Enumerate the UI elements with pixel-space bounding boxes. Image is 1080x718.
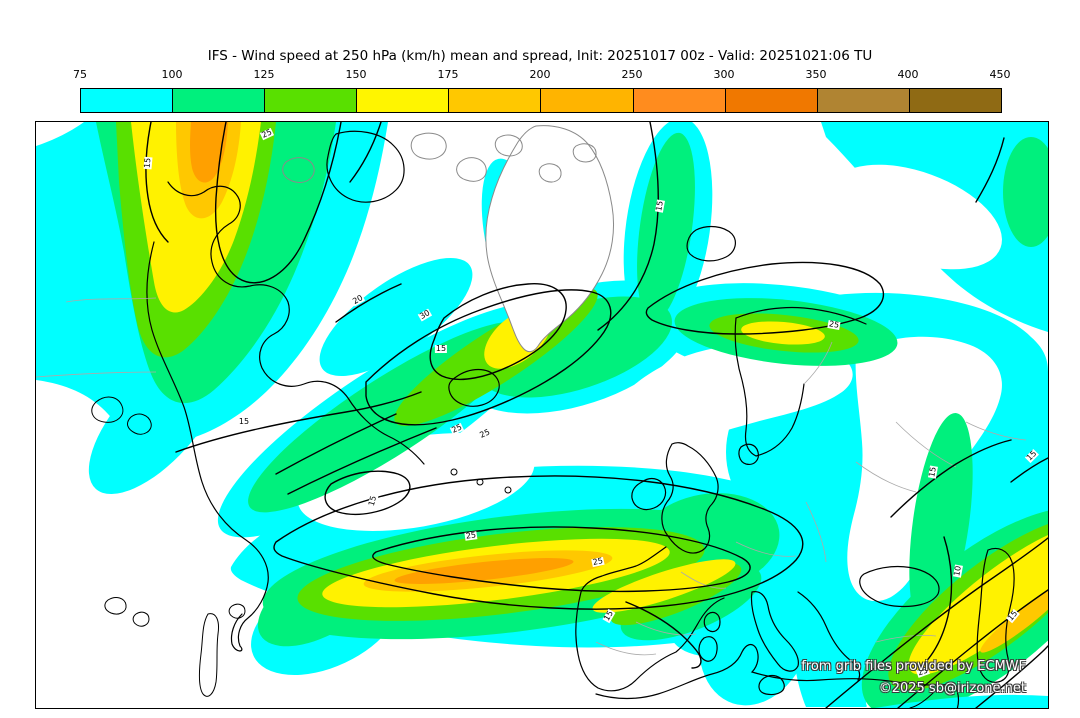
attribution-line2: ©2025 sb@irizone.net	[878, 681, 1026, 696]
colorbar-segment	[909, 89, 1001, 112]
colorbar-tick: 350	[805, 68, 827, 81]
colorbar-tick: 150	[345, 68, 367, 81]
colorbar-tick: 175	[437, 68, 459, 81]
contour-value-label: 10	[952, 564, 963, 578]
contour-value-label: 25	[477, 427, 493, 441]
contour-label-layer: 15 25 20 30 15 25 25 15 15 15 25 25 25 15 15 15 10 15 25	[36, 122, 1048, 708]
colorbar-segment	[725, 89, 818, 112]
colorbar-segment	[81, 89, 174, 112]
colorbar-tick: 250	[621, 68, 643, 81]
contour-value-label: 15	[1024, 448, 1040, 464]
contour-value-label: 15	[602, 608, 616, 624]
arctic-islands	[282, 132, 597, 183]
spread-contours	[145, 122, 1048, 708]
contour-value-label: 25	[591, 556, 605, 568]
map-canvas	[36, 122, 1048, 708]
wind-speed-map: 15 25 20 30 15 25 25 15 15 15 25 25 25 15 15 15 10 15 25 f…	[35, 121, 1049, 709]
contour-value-label: 25	[449, 422, 465, 436]
colorbar-tick: 300	[713, 68, 735, 81]
contour-value-label: 15	[434, 344, 448, 353]
colorbar	[80, 88, 1002, 113]
country-borders	[36, 297, 1027, 656]
contour-value-label: 15	[654, 199, 665, 213]
colorbar-tick: 75	[73, 68, 87, 81]
contour-value-label: 20	[350, 293, 366, 307]
colorbar-segment	[265, 89, 358, 112]
coastlines	[91, 130, 1015, 708]
colorbar-segment	[633, 89, 726, 112]
contour-value-label: 15	[366, 494, 379, 508]
colorbar-tick: 400	[897, 68, 919, 81]
colorbar-segment	[817, 89, 910, 112]
contour-value-label: 30	[417, 308, 433, 322]
colorbar-segment	[357, 89, 450, 112]
contour-value-label: 25	[827, 319, 841, 330]
colorbar-ticks: 75 100 125 150 175 200 250 300 350 400 450	[0, 68, 1080, 82]
colorbar-tick: 100	[161, 68, 183, 81]
colorbar-segment	[541, 89, 634, 112]
attribution: from grib files provided by ECMWF ©2025 …	[801, 656, 1026, 700]
contour-value-label: 15	[142, 156, 153, 170]
greenland-landmass	[485, 125, 615, 353]
colorbar-tick: 125	[253, 68, 275, 81]
contour-value-label: 15	[1005, 608, 1020, 624]
colorbar-segment	[173, 89, 266, 112]
contour-value-label: 25	[464, 530, 478, 541]
attribution-line1: from grib files provided by ECMWF	[801, 659, 1026, 674]
contour-value-label: 15	[927, 465, 938, 479]
colorbar-tick: 450	[989, 68, 1011, 81]
page-title: IFS - Wind speed at 250 hPa (km/h) mean …	[207, 48, 873, 64]
colorbar-segment	[449, 89, 542, 112]
colorbar-tick: 200	[529, 68, 551, 81]
contour-value-label: 15	[237, 417, 251, 426]
contour-value-label: 25	[259, 127, 275, 141]
